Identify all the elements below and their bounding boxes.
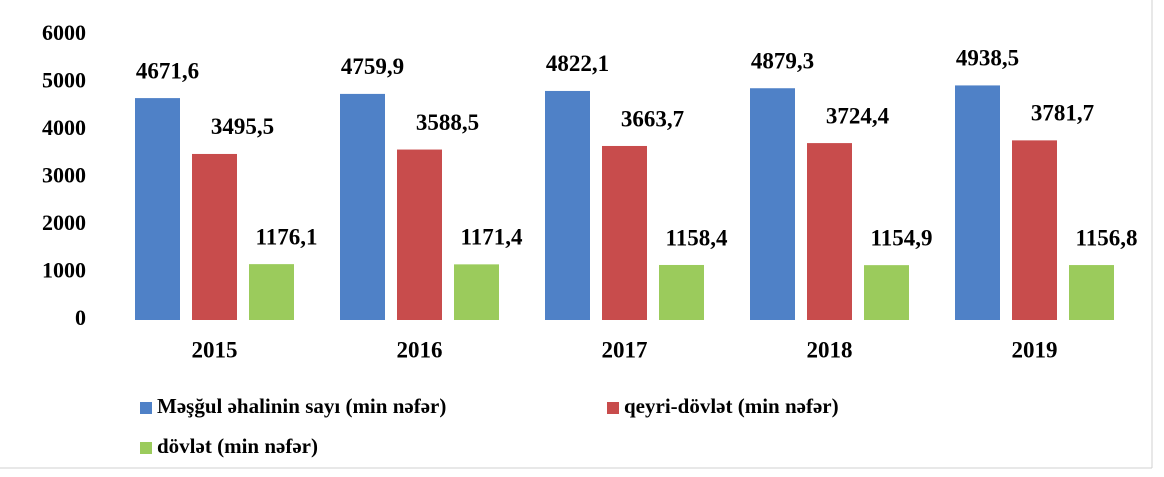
- x-tick-label: 2019: [1012, 337, 1058, 362]
- value-label: 4671,6: [136, 58, 199, 83]
- value-label: 1171,4: [461, 225, 523, 250]
- x-tick-label: 2018: [807, 337, 853, 362]
- y-tick-label: 5000: [42, 68, 86, 93]
- value-label: 4822,1: [546, 51, 609, 76]
- x-tick-label: 2015: [192, 337, 238, 362]
- bar: [659, 264, 704, 320]
- value-label: 3495,5: [211, 114, 274, 139]
- legend-swatch: [140, 402, 152, 414]
- value-label: 3663,7: [621, 106, 684, 131]
- value-label: 1158,4: [666, 225, 728, 250]
- value-label: 3781,7: [1031, 101, 1094, 126]
- x-tick-label: 2017: [602, 337, 648, 362]
- value-label: 1156,8: [1076, 225, 1138, 250]
- legend-label: dövlət (min nəfər): [157, 434, 318, 458]
- bar: [397, 149, 442, 320]
- bar: [864, 265, 909, 320]
- bar: [750, 88, 795, 321]
- value-label: 4879,3: [751, 49, 814, 74]
- bar: [1012, 140, 1057, 320]
- value-label: 4938,5: [956, 46, 1019, 71]
- y-tick-label: 4000: [42, 115, 86, 140]
- legend-swatch: [607, 402, 619, 414]
- value-label: 3724,4: [826, 103, 890, 128]
- x-tick-label: 2016: [397, 337, 443, 362]
- bar: [249, 264, 294, 320]
- y-tick-label: 3000: [42, 163, 86, 188]
- bar: [340, 93, 385, 320]
- y-tick-label: 0: [75, 305, 86, 330]
- y-tick-label: 1000: [42, 258, 86, 283]
- legend-label: Məşğul əhalinin sayı (min nəfər): [157, 394, 446, 418]
- bar: [135, 98, 180, 320]
- value-label: 3588,5: [416, 110, 479, 135]
- value-label: 4759,9: [341, 54, 404, 79]
- bar: [955, 85, 1000, 320]
- y-tick-label: 2000: [42, 210, 86, 235]
- bar: [602, 145, 647, 320]
- value-label: 1154,9: [871, 225, 933, 250]
- legend-swatch: [140, 442, 152, 454]
- bar: [545, 90, 590, 320]
- bar: [192, 153, 237, 320]
- value-label: 1176,1: [256, 224, 318, 249]
- bar: [454, 264, 499, 320]
- bar: [1069, 265, 1114, 320]
- legend-label: qeyri-dövlət (min nəfər): [624, 394, 839, 418]
- y-tick-label: 6000: [42, 20, 86, 45]
- bar: [807, 143, 852, 320]
